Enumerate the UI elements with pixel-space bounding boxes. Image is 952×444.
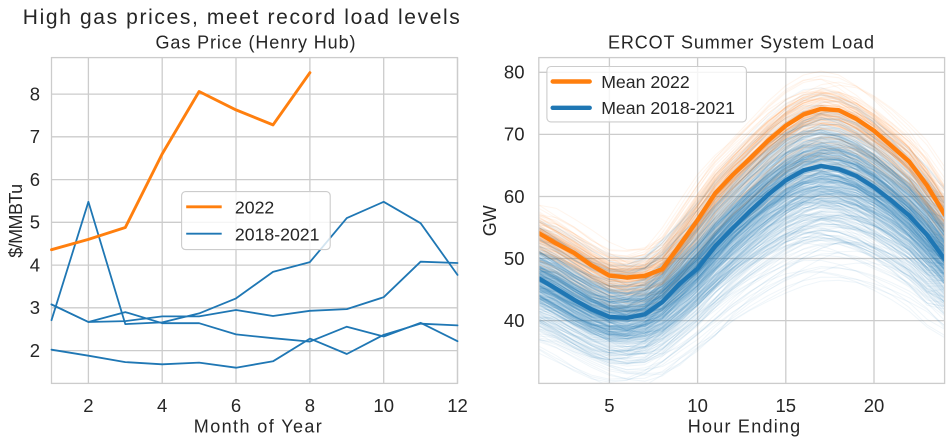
svg-text:20: 20 [864,395,885,416]
svg-text:Gas Price (Henry Hub): Gas Price (Henry Hub) [156,33,356,53]
svg-text:Month of Year: Month of Year [194,417,322,437]
svg-text:8: 8 [305,395,315,416]
svg-text:2018-2021: 2018-2021 [235,224,320,244]
svg-text:7: 7 [30,126,40,147]
svg-text:GW: GW [480,205,500,236]
svg-text:Mean 2018-2021: Mean 2018-2021 [601,98,735,118]
svg-text:$/MMBTu: $/MMBTu [6,184,26,258]
svg-text:80: 80 [504,62,525,83]
svg-text:12: 12 [447,395,468,416]
svg-text:ERCOT Summer System Load: ERCOT Summer System Load [608,33,874,53]
svg-text:4: 4 [30,254,40,275]
svg-text:40: 40 [504,310,525,331]
svg-text:70: 70 [504,124,525,145]
svg-text:5: 5 [30,212,40,233]
svg-text:60: 60 [504,186,525,207]
svg-text:10: 10 [373,395,394,416]
svg-text:Hour Ending: Hour Ending [688,417,801,437]
svg-text:2022: 2022 [235,198,274,218]
svg-text:10: 10 [687,395,708,416]
svg-text:2: 2 [30,340,40,361]
svg-text:6: 6 [30,169,40,190]
svg-text:Mean 2022: Mean 2022 [601,72,690,92]
svg-text:High gas prices, meet record l: High gas prices, meet record load levels [23,6,460,29]
svg-text:5: 5 [604,395,614,416]
svg-text:6: 6 [231,395,241,416]
svg-text:50: 50 [504,248,525,269]
svg-text:8: 8 [30,83,40,104]
svg-text:4: 4 [157,395,167,416]
svg-text:2: 2 [83,395,93,416]
svg-text:15: 15 [776,395,797,416]
svg-text:3: 3 [30,297,40,318]
